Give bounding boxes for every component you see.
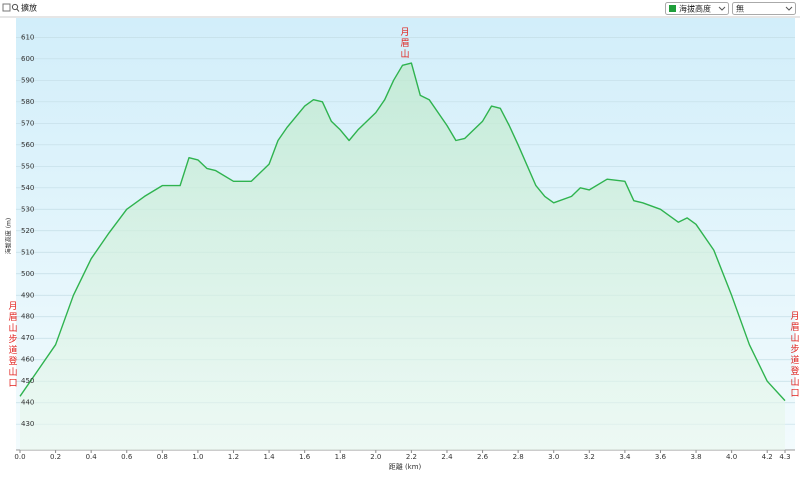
x-tick-label: 0.0 [14, 453, 25, 461]
y-tick-label: 580 [21, 98, 34, 106]
x-tick-label: 4.0 [726, 453, 737, 461]
marks [19, 62, 786, 450]
x-tick-label: 4.2 [762, 453, 773, 461]
x-tick-label: 3.4 [619, 453, 631, 461]
y-tick-label: 440 [21, 399, 34, 407]
x-tick-label: 0.2 [50, 453, 61, 461]
y-tick-label: 480 [21, 313, 34, 321]
y-tick-label: 550 [21, 162, 34, 170]
y-tick-label: 560 [21, 141, 34, 149]
series-select-text[interactable]: 海拔高度 [679, 4, 711, 14]
zoom-label[interactable]: 擴放 [21, 3, 37, 13]
y-tick-label: 510 [21, 248, 34, 256]
x-tick-label: 3.0 [548, 453, 559, 461]
mode-select-text[interactable]: 無 [736, 4, 744, 14]
y-tick-label: 610 [21, 33, 34, 41]
x-tick-label: 4.3 [779, 453, 790, 461]
x-tick-label: 1.0 [192, 453, 203, 461]
x-tick-label: 1.6 [299, 453, 311, 461]
y-tick-label: 540 [21, 184, 34, 192]
y-tick-label: 490 [21, 291, 34, 299]
zoom-checkbox[interactable] [2, 3, 11, 12]
x-tick-label: 0.4 [86, 453, 98, 461]
x-tick-label: 0.6 [121, 453, 133, 461]
y-tick-label: 500 [21, 270, 34, 278]
y-tick-label: 470 [21, 334, 34, 342]
mode-select[interactable] [732, 2, 796, 15]
y-tick-label: 530 [21, 205, 34, 213]
x-axis-title: 距離 (km) [389, 462, 422, 471]
y-tick-label: 600 [21, 55, 34, 63]
start-annotation: 月眉山步道登山口 [7, 301, 18, 389]
x-tick-label: 2.6 [477, 453, 489, 461]
toolbar: 擴放 海拔高度 無 [0, 0, 800, 18]
y-tick-label: 570 [21, 119, 34, 127]
x-tick-label: 3.6 [655, 453, 667, 461]
series-select[interactable] [665, 2, 729, 15]
end-annotation: 月眉山步道登山口 [789, 311, 800, 399]
x-tick-label: 3.2 [584, 453, 595, 461]
y-axis-title: 海拔高度 (m) [5, 218, 13, 254]
toolbar-bg [0, 0, 800, 17]
area [20, 63, 785, 450]
x-tick-label: 2.2 [406, 453, 417, 461]
x-tick-label: 1.8 [335, 453, 346, 461]
dropdown-arrow [785, 6, 793, 11]
peak-annotation: 月眉山 [399, 27, 410, 60]
elevation-line [19, 62, 786, 402]
x-tick-label: 3.8 [690, 453, 701, 461]
series-swatch [669, 5, 676, 12]
zoom-icon [11, 3, 19, 11]
y-tick-label: 430 [21, 420, 34, 428]
y-tick-label: 590 [21, 76, 34, 84]
x-tick-label: 0.8 [157, 453, 168, 461]
y-tick-label: 450 [21, 377, 34, 385]
y-tick-label: 460 [21, 356, 34, 364]
x-tick-label: 1.2 [228, 453, 239, 461]
dropdown-arrow [718, 6, 726, 11]
x-tick-label: 2.8 [513, 453, 524, 461]
zoom-icon-handle [16, 8, 20, 12]
x-tick-label: 1.4 [263, 453, 275, 461]
x-tick-label: 2.4 [441, 453, 453, 461]
y-tick-label: 520 [21, 227, 34, 235]
x-tick-label: 2.0 [370, 453, 381, 461]
